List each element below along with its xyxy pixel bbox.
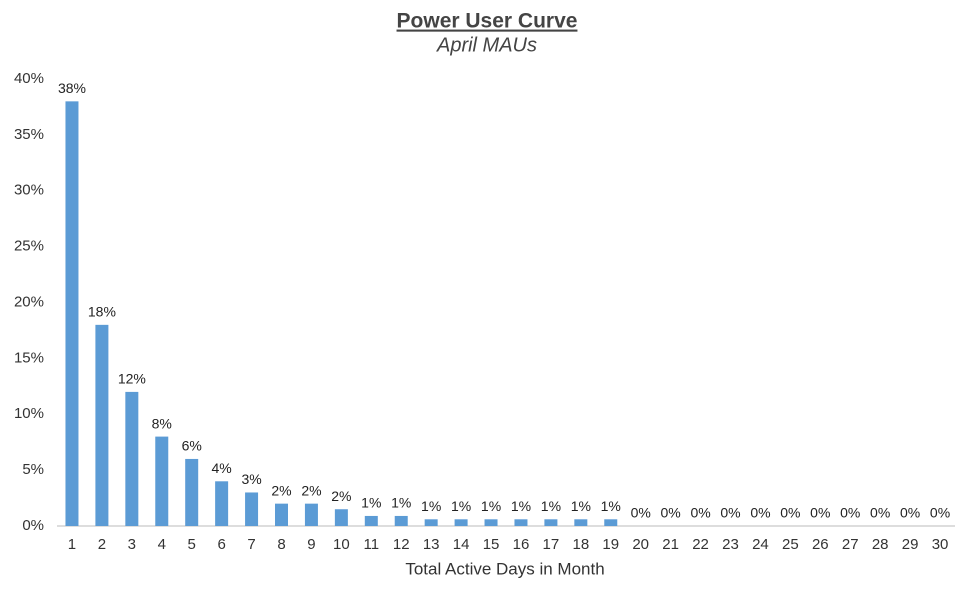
bar	[574, 519, 588, 526]
x-tick-label: 11	[364, 536, 380, 553]
x-tick-label: 15	[483, 536, 500, 553]
bar	[95, 324, 109, 526]
y-tick-label: 5%	[22, 461, 44, 478]
value-label: 18%	[88, 304, 116, 320]
y-tick-label: 35%	[14, 126, 44, 143]
value-label: 3%	[241, 471, 261, 487]
value-label: 0%	[930, 505, 950, 521]
value-label: 0%	[631, 505, 651, 521]
x-tick-label: 2	[98, 536, 106, 553]
x-tick-label: 1	[68, 536, 76, 553]
x-tick-label: 29	[902, 536, 919, 553]
y-tick-label: 40%	[14, 70, 44, 87]
value-label: 1%	[481, 498, 501, 514]
y-tick-label: 20%	[14, 293, 44, 310]
value-label: 1%	[421, 498, 441, 514]
x-tick-label: 7	[247, 536, 255, 553]
value-label: 0%	[840, 505, 860, 521]
value-label: 2%	[271, 482, 291, 498]
x-axis-title: Total Active Days in Month	[405, 559, 604, 578]
value-label: 1%	[601, 498, 621, 514]
value-label: 0%	[750, 505, 770, 521]
x-tick-label: 23	[722, 536, 739, 553]
bar	[215, 481, 229, 526]
value-label: 0%	[900, 505, 920, 521]
x-tick-label: 17	[543, 536, 560, 553]
x-tick-label: 26	[812, 536, 829, 553]
bar	[334, 509, 348, 526]
bar	[275, 503, 288, 526]
value-label: 1%	[391, 495, 411, 511]
x-tick-label: 28	[872, 536, 889, 553]
x-tick-label: 27	[842, 536, 859, 553]
x-tick-label: 30	[932, 536, 949, 553]
x-tick-label: 9	[307, 536, 315, 553]
bar	[484, 519, 498, 526]
y-tick-label: 0%	[22, 517, 44, 534]
x-tick-label: 20	[632, 536, 649, 553]
chart-subtitle: April MAUs	[436, 34, 537, 56]
x-tick-label: 12	[393, 536, 410, 553]
x-tick-label: 18	[572, 536, 589, 553]
x-tick-label: 22	[692, 536, 709, 553]
bar	[394, 515, 408, 526]
value-label: 1%	[541, 498, 561, 514]
value-label: 6%	[182, 438, 202, 454]
bar	[155, 436, 169, 526]
x-tick-label: 10	[333, 536, 350, 553]
value-label: 0%	[780, 505, 800, 521]
value-label: 0%	[720, 505, 740, 521]
value-label: 4%	[212, 460, 232, 476]
bar	[304, 503, 318, 526]
value-label: 0%	[690, 505, 710, 521]
x-tick-label: 25	[782, 536, 799, 553]
y-tick-label: 25%	[14, 238, 44, 255]
x-tick-label: 13	[423, 536, 440, 553]
value-label: 2%	[301, 482, 321, 498]
bar	[65, 101, 79, 526]
value-label: 1%	[511, 498, 531, 514]
bar	[424, 519, 438, 526]
x-tick-label: 8	[277, 536, 285, 553]
bar	[125, 391, 139, 526]
x-tick-label: 3	[128, 536, 136, 553]
bar	[245, 492, 259, 526]
value-label: 1%	[361, 495, 381, 511]
x-tick-label: 24	[752, 536, 769, 553]
value-label: 0%	[810, 505, 830, 521]
value-label: 1%	[451, 498, 471, 514]
x-tick-label: 6	[217, 536, 225, 553]
value-label: 0%	[661, 505, 681, 521]
x-tick-label: 5	[188, 536, 196, 553]
x-tick-label: 14	[453, 536, 470, 553]
value-label: 1%	[571, 498, 591, 514]
value-label: 8%	[152, 415, 172, 431]
y-tick-label: 10%	[14, 405, 44, 422]
value-label: 38%	[58, 80, 86, 96]
bar	[364, 515, 378, 526]
y-tick-label: 30%	[14, 182, 44, 199]
bar	[454, 519, 468, 526]
x-tick-label: 19	[602, 536, 619, 553]
bar	[514, 519, 528, 526]
y-tick-label: 15%	[14, 349, 44, 366]
bar	[185, 458, 199, 526]
value-label: 12%	[118, 371, 146, 387]
chart-title: Power User Curve	[397, 10, 578, 33]
x-tick-label: 16	[513, 536, 530, 553]
value-label: 0%	[870, 505, 890, 521]
x-tick-label: 4	[158, 536, 166, 553]
bar	[604, 519, 618, 526]
value-label: 2%	[331, 488, 351, 504]
bar	[544, 519, 558, 526]
x-tick-label: 21	[662, 536, 679, 553]
